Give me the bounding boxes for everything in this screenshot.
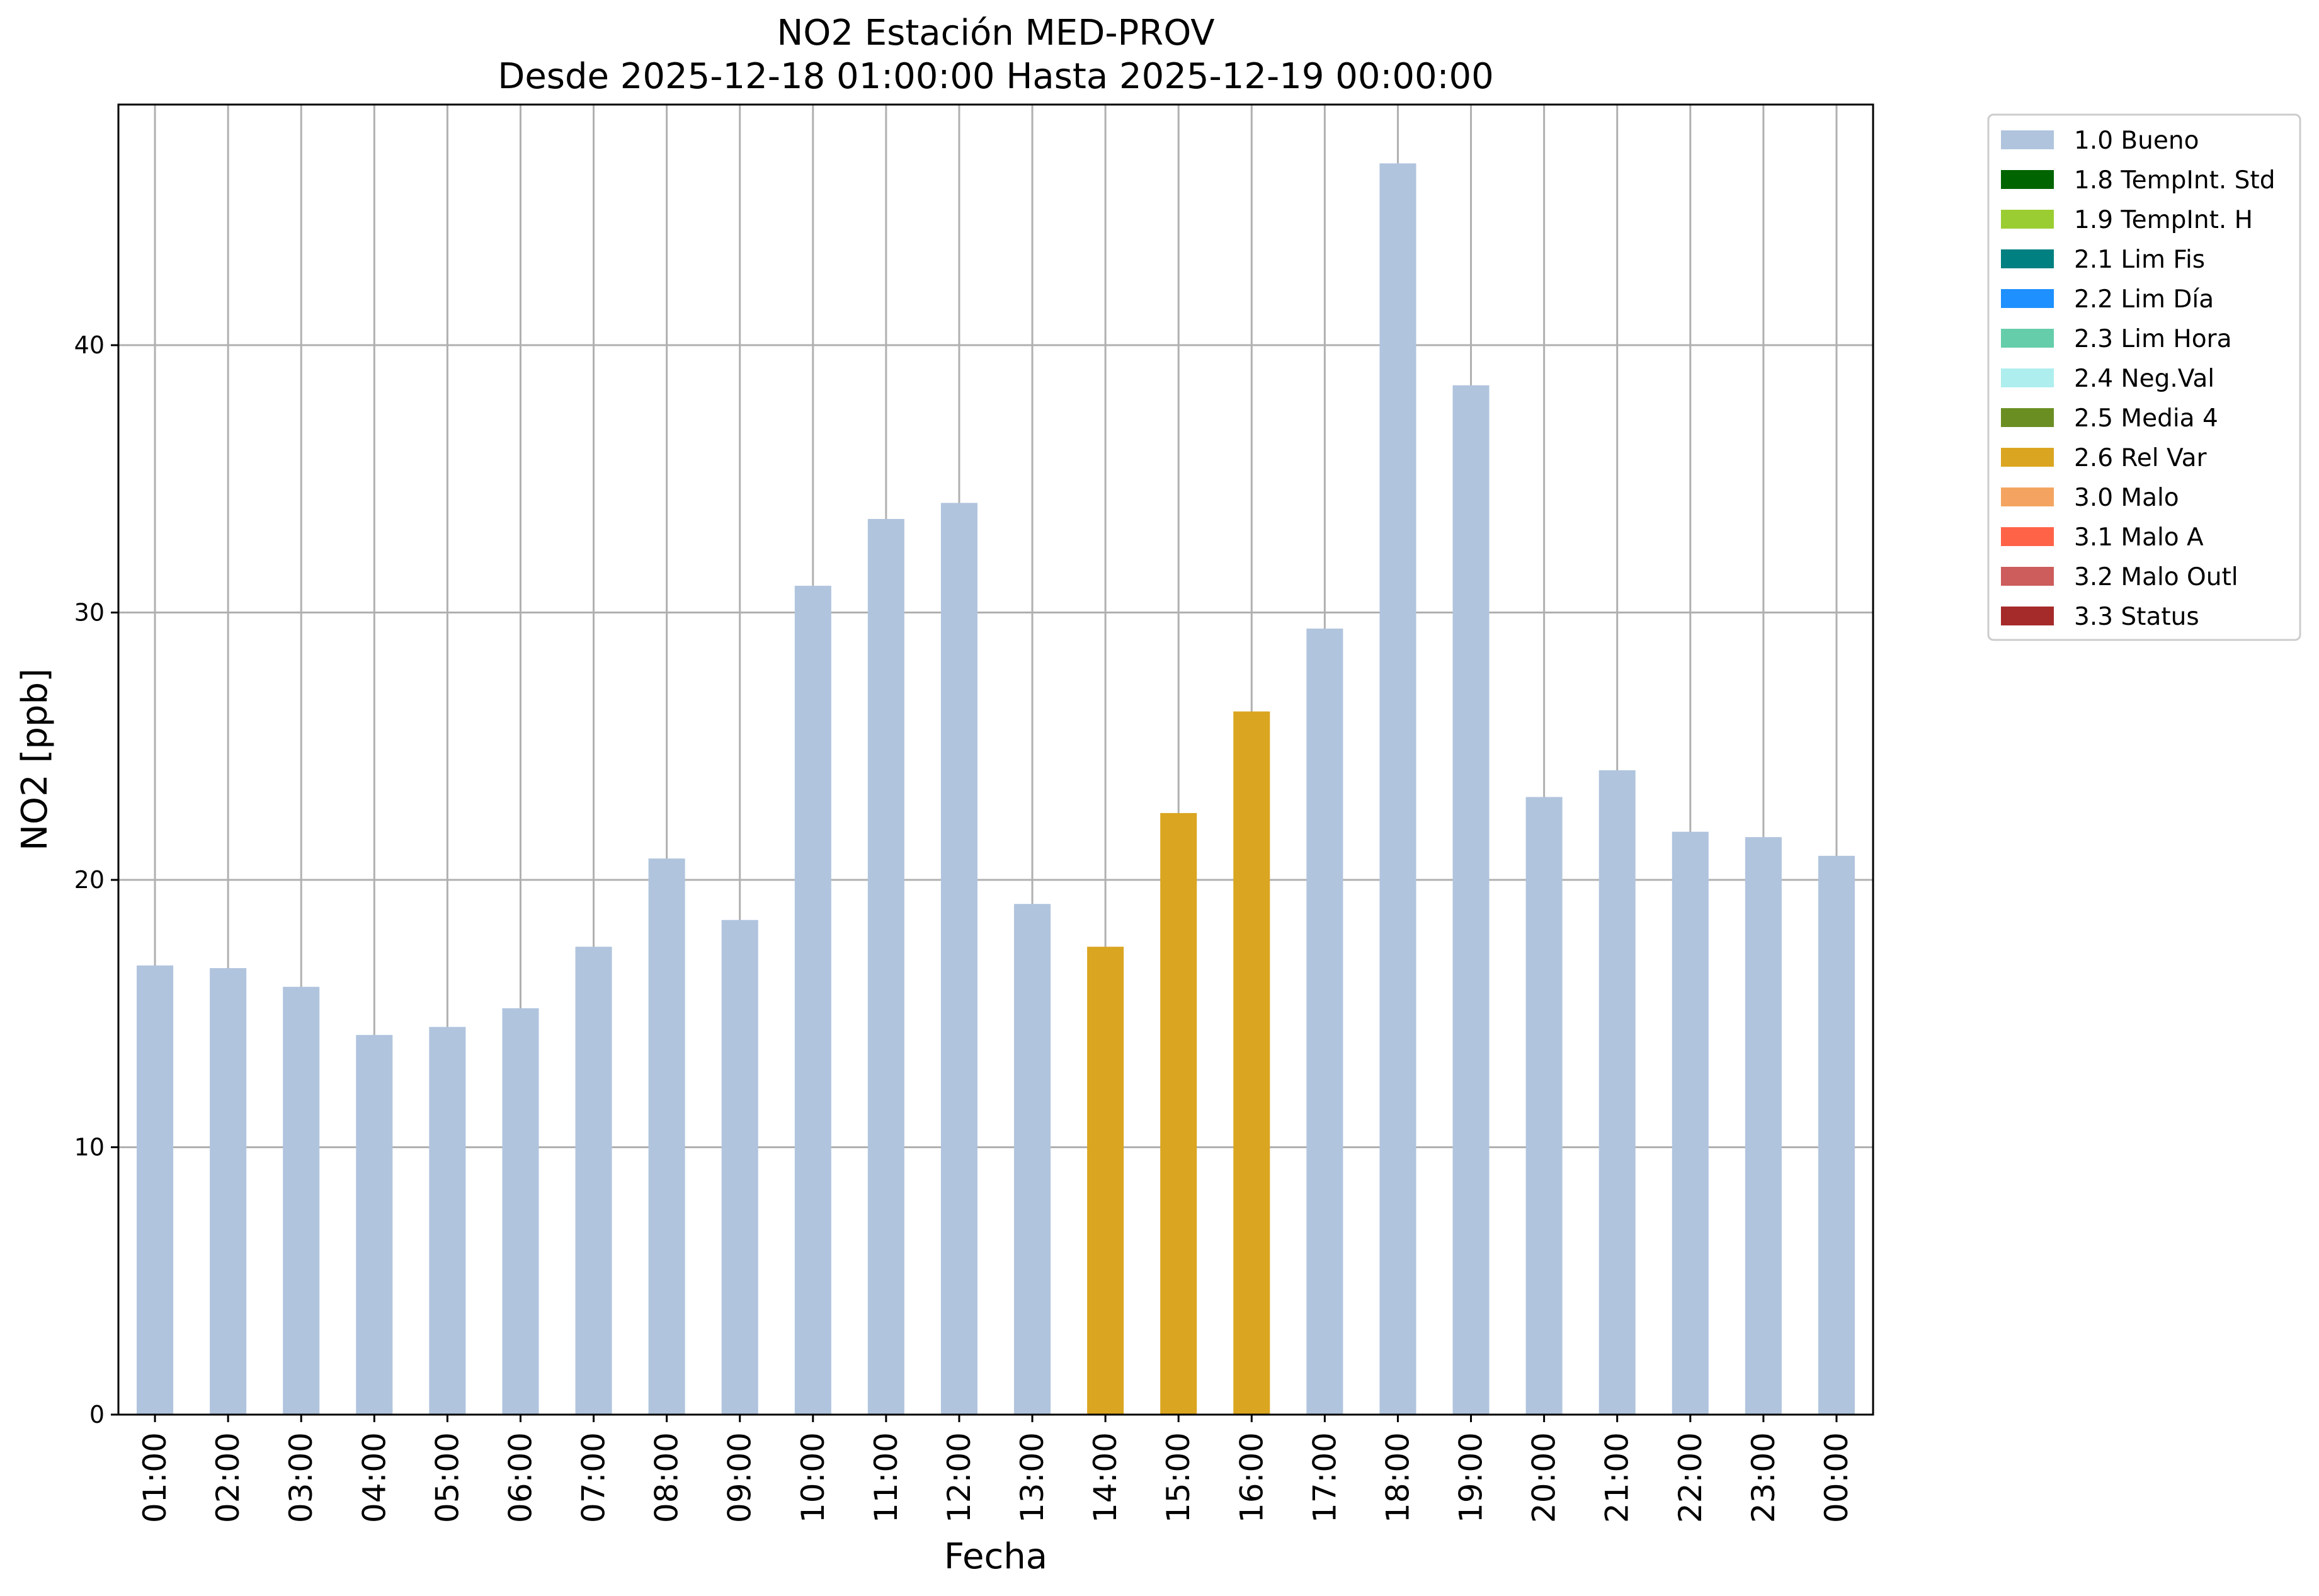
legend-swatch [2001, 130, 2054, 149]
x-tick-label: 00:00 [1818, 1432, 1855, 1523]
legend: 1.0 Bueno 1.8 TempInt. Std 1.9 TempInt. H 2… [1987, 113, 2301, 641]
x-tick-label: 14:00 [1087, 1432, 1124, 1523]
bar [1014, 904, 1051, 1415]
x-tick-label: 08:00 [649, 1432, 685, 1523]
legend-swatch [2001, 289, 2054, 308]
legend-label: 2.4 Neg.Val [2074, 365, 2214, 393]
y-tick-label: 40 [74, 331, 105, 359]
legend-label: 3.0 Malo [2074, 484, 2179, 512]
bar [940, 503, 977, 1415]
legend-label: 1.8 TempInt. Std [2074, 166, 2275, 195]
legend-swatch [2001, 210, 2054, 229]
legend-label: 2.1 Lim Fis [2074, 246, 2205, 274]
legend-label: 2.2 Lim Día [2074, 285, 2214, 314]
legend-swatch [2001, 408, 2054, 427]
chart-title: NO2 Estación MED-PROV [777, 13, 1214, 54]
bar [1087, 947, 1124, 1415]
x-tick-label: 23:00 [1745, 1432, 1782, 1523]
bar [867, 518, 904, 1415]
bar [1452, 385, 1490, 1415]
x-tick-label: 09:00 [722, 1432, 758, 1523]
y-tick-label: 20 [74, 866, 105, 894]
x-tick-label: 07:00 [576, 1432, 612, 1523]
x-tick-label: 03:00 [283, 1432, 319, 1523]
legend-swatch [2001, 567, 2054, 586]
legend-label: 1.9 TempInt. H [2074, 206, 2253, 234]
legend-frame [1987, 113, 2301, 641]
bar [1525, 797, 1563, 1415]
bar [575, 947, 612, 1415]
x-tick-label: 10:00 [795, 1432, 831, 1523]
x-tick-label: 13:00 [1014, 1432, 1051, 1523]
bar [1745, 837, 1782, 1415]
bar [210, 968, 247, 1415]
bar [1306, 629, 1343, 1415]
bar [429, 1027, 466, 1415]
legend-label: 2.5 Media 4 [2074, 404, 2218, 433]
x-tick-label: 16:00 [1233, 1432, 1270, 1523]
bar [283, 986, 320, 1415]
x-tick-label: 19:00 [1453, 1432, 1490, 1523]
bar [1160, 812, 1197, 1415]
legend-swatch [2001, 607, 2054, 625]
y-axis: 0 10 20 30 40 [74, 331, 118, 1428]
y-tick-label: 30 [74, 599, 105, 627]
y-tick-label: 0 [89, 1401, 105, 1428]
x-tick-label: 15:00 [1160, 1432, 1197, 1523]
x-tick-label: 12:00 [941, 1432, 977, 1523]
bar [1598, 770, 1636, 1415]
y-tick-label: 10 [74, 1134, 105, 1161]
x-axis: 01:00 02:00 03:00 04:00 05:00 06:00 07:00 08:00… [137, 1415, 1855, 1523]
legend-swatch [2001, 249, 2054, 268]
x-tick-label: 06:00 [502, 1432, 538, 1523]
bars-group [137, 163, 1855, 1415]
x-tick-label: 20:00 [1526, 1432, 1563, 1523]
legend-swatch [2001, 527, 2054, 546]
bar [1379, 163, 1416, 1415]
x-axis-label: Fecha [944, 1536, 1047, 1577]
bar [794, 586, 831, 1415]
bar [356, 1035, 393, 1415]
bar [1672, 831, 1709, 1415]
y-axis-label: NO2 [ppb] [14, 668, 55, 851]
x-tick-label: 21:00 [1599, 1432, 1636, 1523]
legend-swatch [2001, 368, 2054, 387]
bar [137, 965, 174, 1415]
legend-label: 1.0 Bueno [2074, 127, 2199, 155]
bar [648, 858, 685, 1415]
legend-label: 2.3 Lim Hora [2074, 325, 2232, 353]
x-tick-label: 01:00 [137, 1432, 173, 1523]
bar [1233, 711, 1270, 1415]
x-tick-label: 17:00 [1306, 1432, 1343, 1523]
legend-swatch [2001, 329, 2054, 348]
bar [502, 1008, 539, 1415]
legend-label: 3.2 Malo Outl [2074, 563, 2238, 591]
bar [1818, 855, 1855, 1415]
x-tick-label: 05:00 [429, 1432, 465, 1523]
legend-swatch [2001, 170, 2054, 189]
bar [721, 920, 758, 1415]
legend-label: 3.1 Malo A [2074, 523, 2204, 552]
x-tick-label: 11:00 [868, 1432, 904, 1523]
chart-subtitle: Desde 2025-12-18 01:00:00 Hasta 2025-12-… [498, 56, 1494, 97]
legend-swatch [2001, 448, 2054, 467]
x-tick-label: 04:00 [356, 1432, 392, 1523]
x-tick-label: 22:00 [1672, 1432, 1709, 1523]
legend-label: 3.3 Status [2074, 603, 2199, 631]
legend-label: 2.6 Rel Var [2074, 444, 2208, 472]
legend-swatch [2001, 487, 2054, 506]
x-tick-label: 02:00 [210, 1432, 246, 1523]
plot-frame [117, 103, 1874, 1416]
x-tick-label: 18:00 [1379, 1432, 1416, 1523]
